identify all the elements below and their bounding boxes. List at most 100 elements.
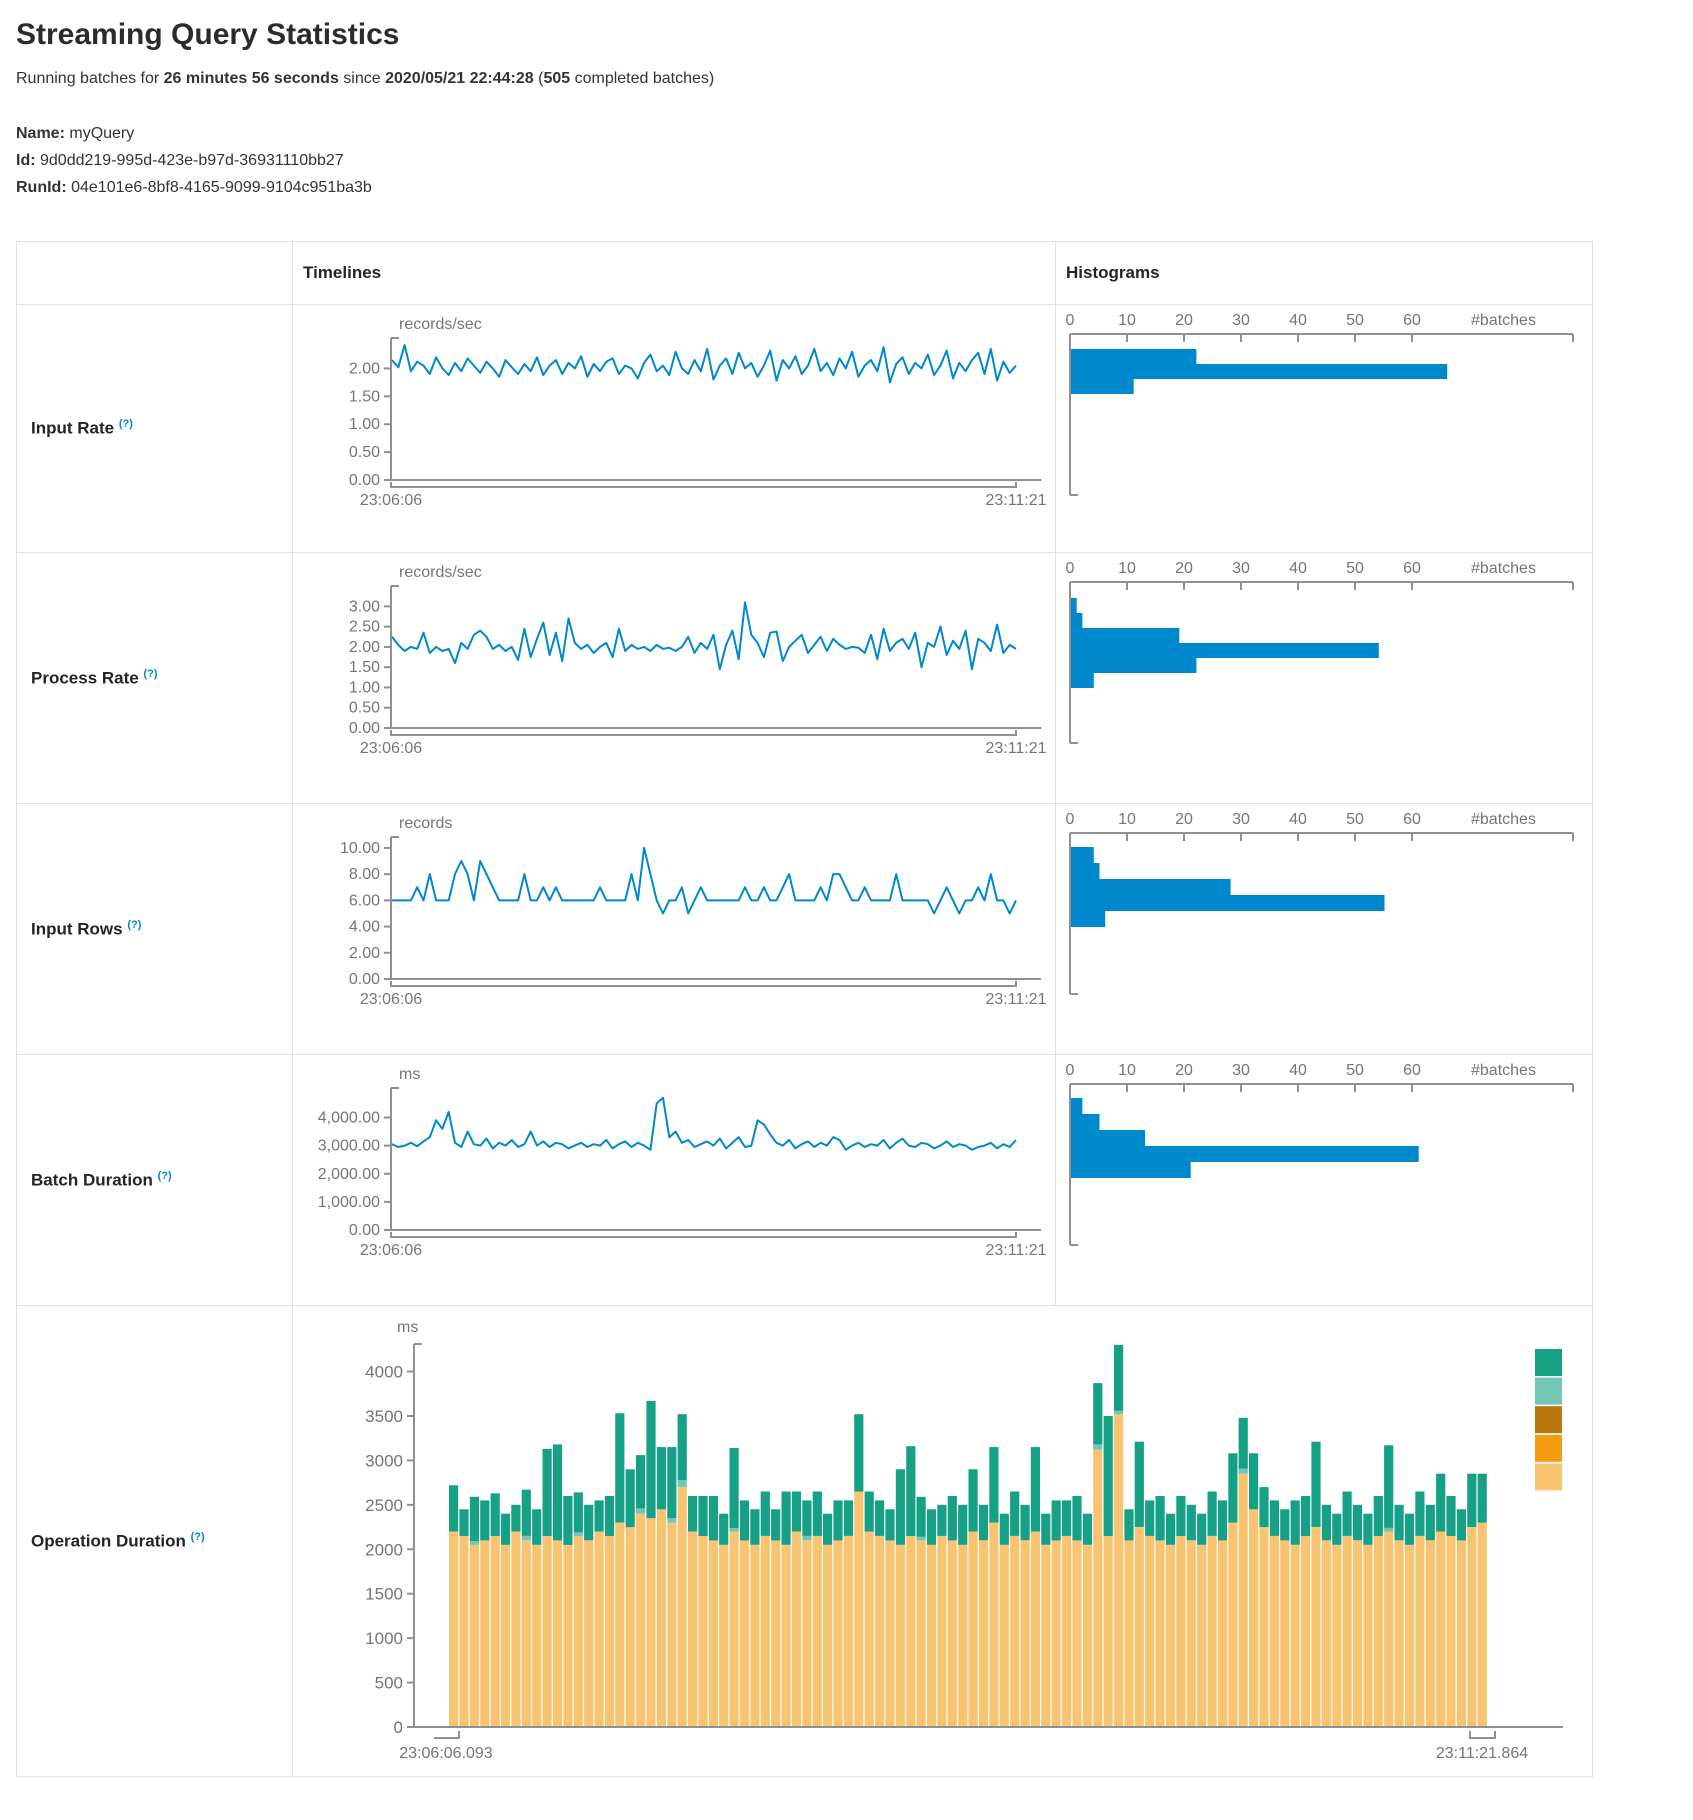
svg-text:1500: 1500 [365, 1585, 403, 1604]
input-rows-timeline-chart: records 10.00 8.00 6.00 4.00 2.00 0.00 23:06:06… [340, 815, 1047, 1008]
empty-header-cell [16, 241, 293, 305]
svg-text:0: 0 [394, 1718, 403, 1737]
svg-text:10.00: 10.00 [340, 840, 380, 857]
svg-text:2.00: 2.00 [349, 360, 380, 377]
process-rate-help-icon[interactable]: (?) [143, 667, 158, 680]
svg-text:0.00: 0.00 [349, 472, 380, 489]
svg-text:ms: ms [397, 1319, 418, 1336]
input-rows-label-cell: Input Rows (?) [16, 803, 293, 1055]
query-metadata: Name: myQuery Id: 9d0dd219-995d-423e-b97… [16, 120, 1677, 201]
batch-duration-label-cell: Batch Duration (?) [16, 1054, 293, 1306]
table-row-input-rate: Input Rate (?) records/sec 2.00 1.50 1.00 0.… [16, 304, 1593, 553]
svg-text:30: 30 [1232, 312, 1250, 329]
svg-text:23:06:06: 23:06:06 [360, 740, 422, 757]
svg-text:10: 10 [1118, 811, 1136, 828]
svg-text:0: 0 [1066, 1062, 1075, 1079]
svg-text:#batches: #batches [1471, 560, 1536, 577]
svg-text:2500: 2500 [365, 1496, 403, 1515]
svg-text:0: 0 [1066, 811, 1075, 828]
query-name-row: Name: myQuery [16, 120, 1677, 147]
svg-text:2.00: 2.00 [349, 945, 380, 962]
svg-text:0.00: 0.00 [349, 1222, 380, 1239]
svg-text:23:11:21.864: 23:11:21.864 [1436, 1745, 1528, 1762]
svg-text:records: records [399, 815, 452, 832]
svg-text:6.00: 6.00 [349, 892, 380, 909]
svg-text:1.50: 1.50 [349, 388, 380, 405]
process-rate-histogram-chart: 0 10 20 30 40 50 60 #batches [1066, 560, 1574, 744]
svg-text:60: 60 [1403, 312, 1421, 329]
query-id-row: Id: 9d0dd219-995d-423e-b97d-36931110bb27 [16, 147, 1677, 174]
svg-text:60: 60 [1403, 811, 1421, 828]
input-rows-histogram-chart: 0 10 20 30 40 50 60 #batches [1066, 811, 1574, 995]
name-label: Name: [16, 125, 65, 142]
svg-text:60: 60 [1403, 1062, 1421, 1079]
id-label: Id: [16, 152, 36, 169]
svg-text:10: 10 [1118, 312, 1136, 329]
svg-text:60: 60 [1403, 560, 1421, 577]
batch-duration-help-icon[interactable]: (?) [157, 1169, 172, 1182]
svg-text:20: 20 [1175, 1062, 1193, 1079]
input-rows-help-icon[interactable]: (?) [127, 918, 142, 931]
svg-text:records/sec: records/sec [399, 564, 482, 581]
svg-text:23:06:06: 23:06:06 [360, 492, 422, 509]
svg-text:23:06:06.093: 23:06:06.093 [399, 1745, 493, 1762]
svg-text:50: 50 [1346, 312, 1364, 329]
svg-text:ms: ms [399, 1066, 420, 1083]
input-rate-histogram-chart: 0 10 20 30 40 50 60 #batches [1066, 312, 1574, 496]
svg-text:2,000.00: 2,000.00 [318, 1166, 380, 1183]
query-runid-value: 04e101e6-8bf8-4165-9099-9104c951ba3b [71, 179, 372, 196]
running-batches-summary: Running batches for 26 minutes 56 second… [16, 70, 715, 87]
batch-duration-timeline-chart: ms 4,000.00 3,000.00 2,000.00 1,000.00 0.00 23… [318, 1066, 1047, 1259]
svg-text:500: 500 [375, 1674, 403, 1693]
legend-swatch-2 [1535, 1406, 1562, 1434]
svg-text:1.00: 1.00 [349, 679, 380, 696]
table-header-row: Timelines Histograms [16, 241, 1593, 305]
svg-text:0.00: 0.00 [349, 971, 380, 988]
svg-text:20: 20 [1175, 560, 1193, 577]
operation-duration-label-cell: Operation Duration (?) [16, 1305, 293, 1777]
svg-text:0: 0 [1066, 312, 1075, 329]
svg-text:23:11:21: 23:11:21 [985, 1242, 1046, 1259]
query-id-value: 9d0dd219-995d-423e-b97d-36931110bb27 [40, 152, 344, 169]
svg-text:4000: 4000 [365, 1363, 403, 1382]
svg-text:0: 0 [1066, 560, 1075, 577]
svg-text:23:11:21: 23:11:21 [985, 991, 1046, 1008]
svg-text:50: 50 [1346, 1062, 1364, 1079]
legend-swatch-4 [1535, 1463, 1562, 1491]
svg-text:0.50: 0.50 [349, 444, 380, 461]
legend-swatch-1 [1535, 1377, 1562, 1405]
input-rate-help-icon[interactable]: (?) [118, 418, 133, 431]
operation-duration-help-icon[interactable]: (?) [190, 1530, 205, 1543]
input-rate-timeline-chart: records/sec 2.00 1.50 1.00 0.50 0.00 23:06:06 2… [349, 316, 1047, 509]
svg-text:records/sec: records/sec [399, 316, 482, 333]
svg-text:3.00: 3.00 [349, 598, 380, 615]
process-rate-timeline-chart: records/sec 3.00 2.50 2.00 1.50 1.00 0.50 0.00 2… [349, 564, 1047, 757]
svg-text:3500: 3500 [365, 1407, 403, 1426]
query-name-value: myQuery [69, 125, 135, 142]
svg-text:40: 40 [1289, 560, 1307, 577]
svg-text:30: 30 [1232, 560, 1250, 577]
svg-text:#batches: #batches [1471, 1062, 1536, 1079]
table-row-input-rows: Input Rows (?) records 10.00 8.00 6.00 4.00 2… [16, 803, 1593, 1055]
summary-text: Running batches for [16, 70, 164, 87]
table-row-batch-duration: Batch Duration (?) ms 4,000.00 3,000.00 2,0… [16, 1054, 1593, 1306]
batch-duration-histogram-chart: 0 10 20 30 40 50 60 #batches [1066, 1062, 1574, 1246]
svg-text:8.00: 8.00 [349, 866, 380, 883]
svg-text:23:06:06: 23:06:06 [360, 991, 422, 1008]
svg-text:4,000.00: 4,000.00 [318, 1110, 380, 1127]
statistics-table: Timelines Histograms Input Rate (?) reco… [16, 241, 1593, 1777]
svg-text:#batches: #batches [1471, 312, 1536, 329]
start-timestamp: 2020/05/21 22:44:28 [385, 70, 534, 87]
svg-text:20: 20 [1175, 312, 1193, 329]
page-title: Streaming Query Statistics [16, 18, 400, 51]
svg-text:50: 50 [1346, 811, 1364, 828]
svg-text:10: 10 [1118, 1062, 1136, 1079]
legend-swatch-0 [1535, 1349, 1562, 1376]
svg-text:0.50: 0.50 [349, 700, 380, 717]
svg-text:2.50: 2.50 [349, 619, 380, 636]
table-row-operation-duration: Operation Duration (?) ms 4000 3500 3000 250… [16, 1305, 1593, 1777]
svg-text:40: 40 [1289, 811, 1307, 828]
svg-text:20: 20 [1175, 811, 1193, 828]
svg-text:30: 30 [1232, 811, 1250, 828]
svg-text:1000: 1000 [365, 1629, 403, 1648]
